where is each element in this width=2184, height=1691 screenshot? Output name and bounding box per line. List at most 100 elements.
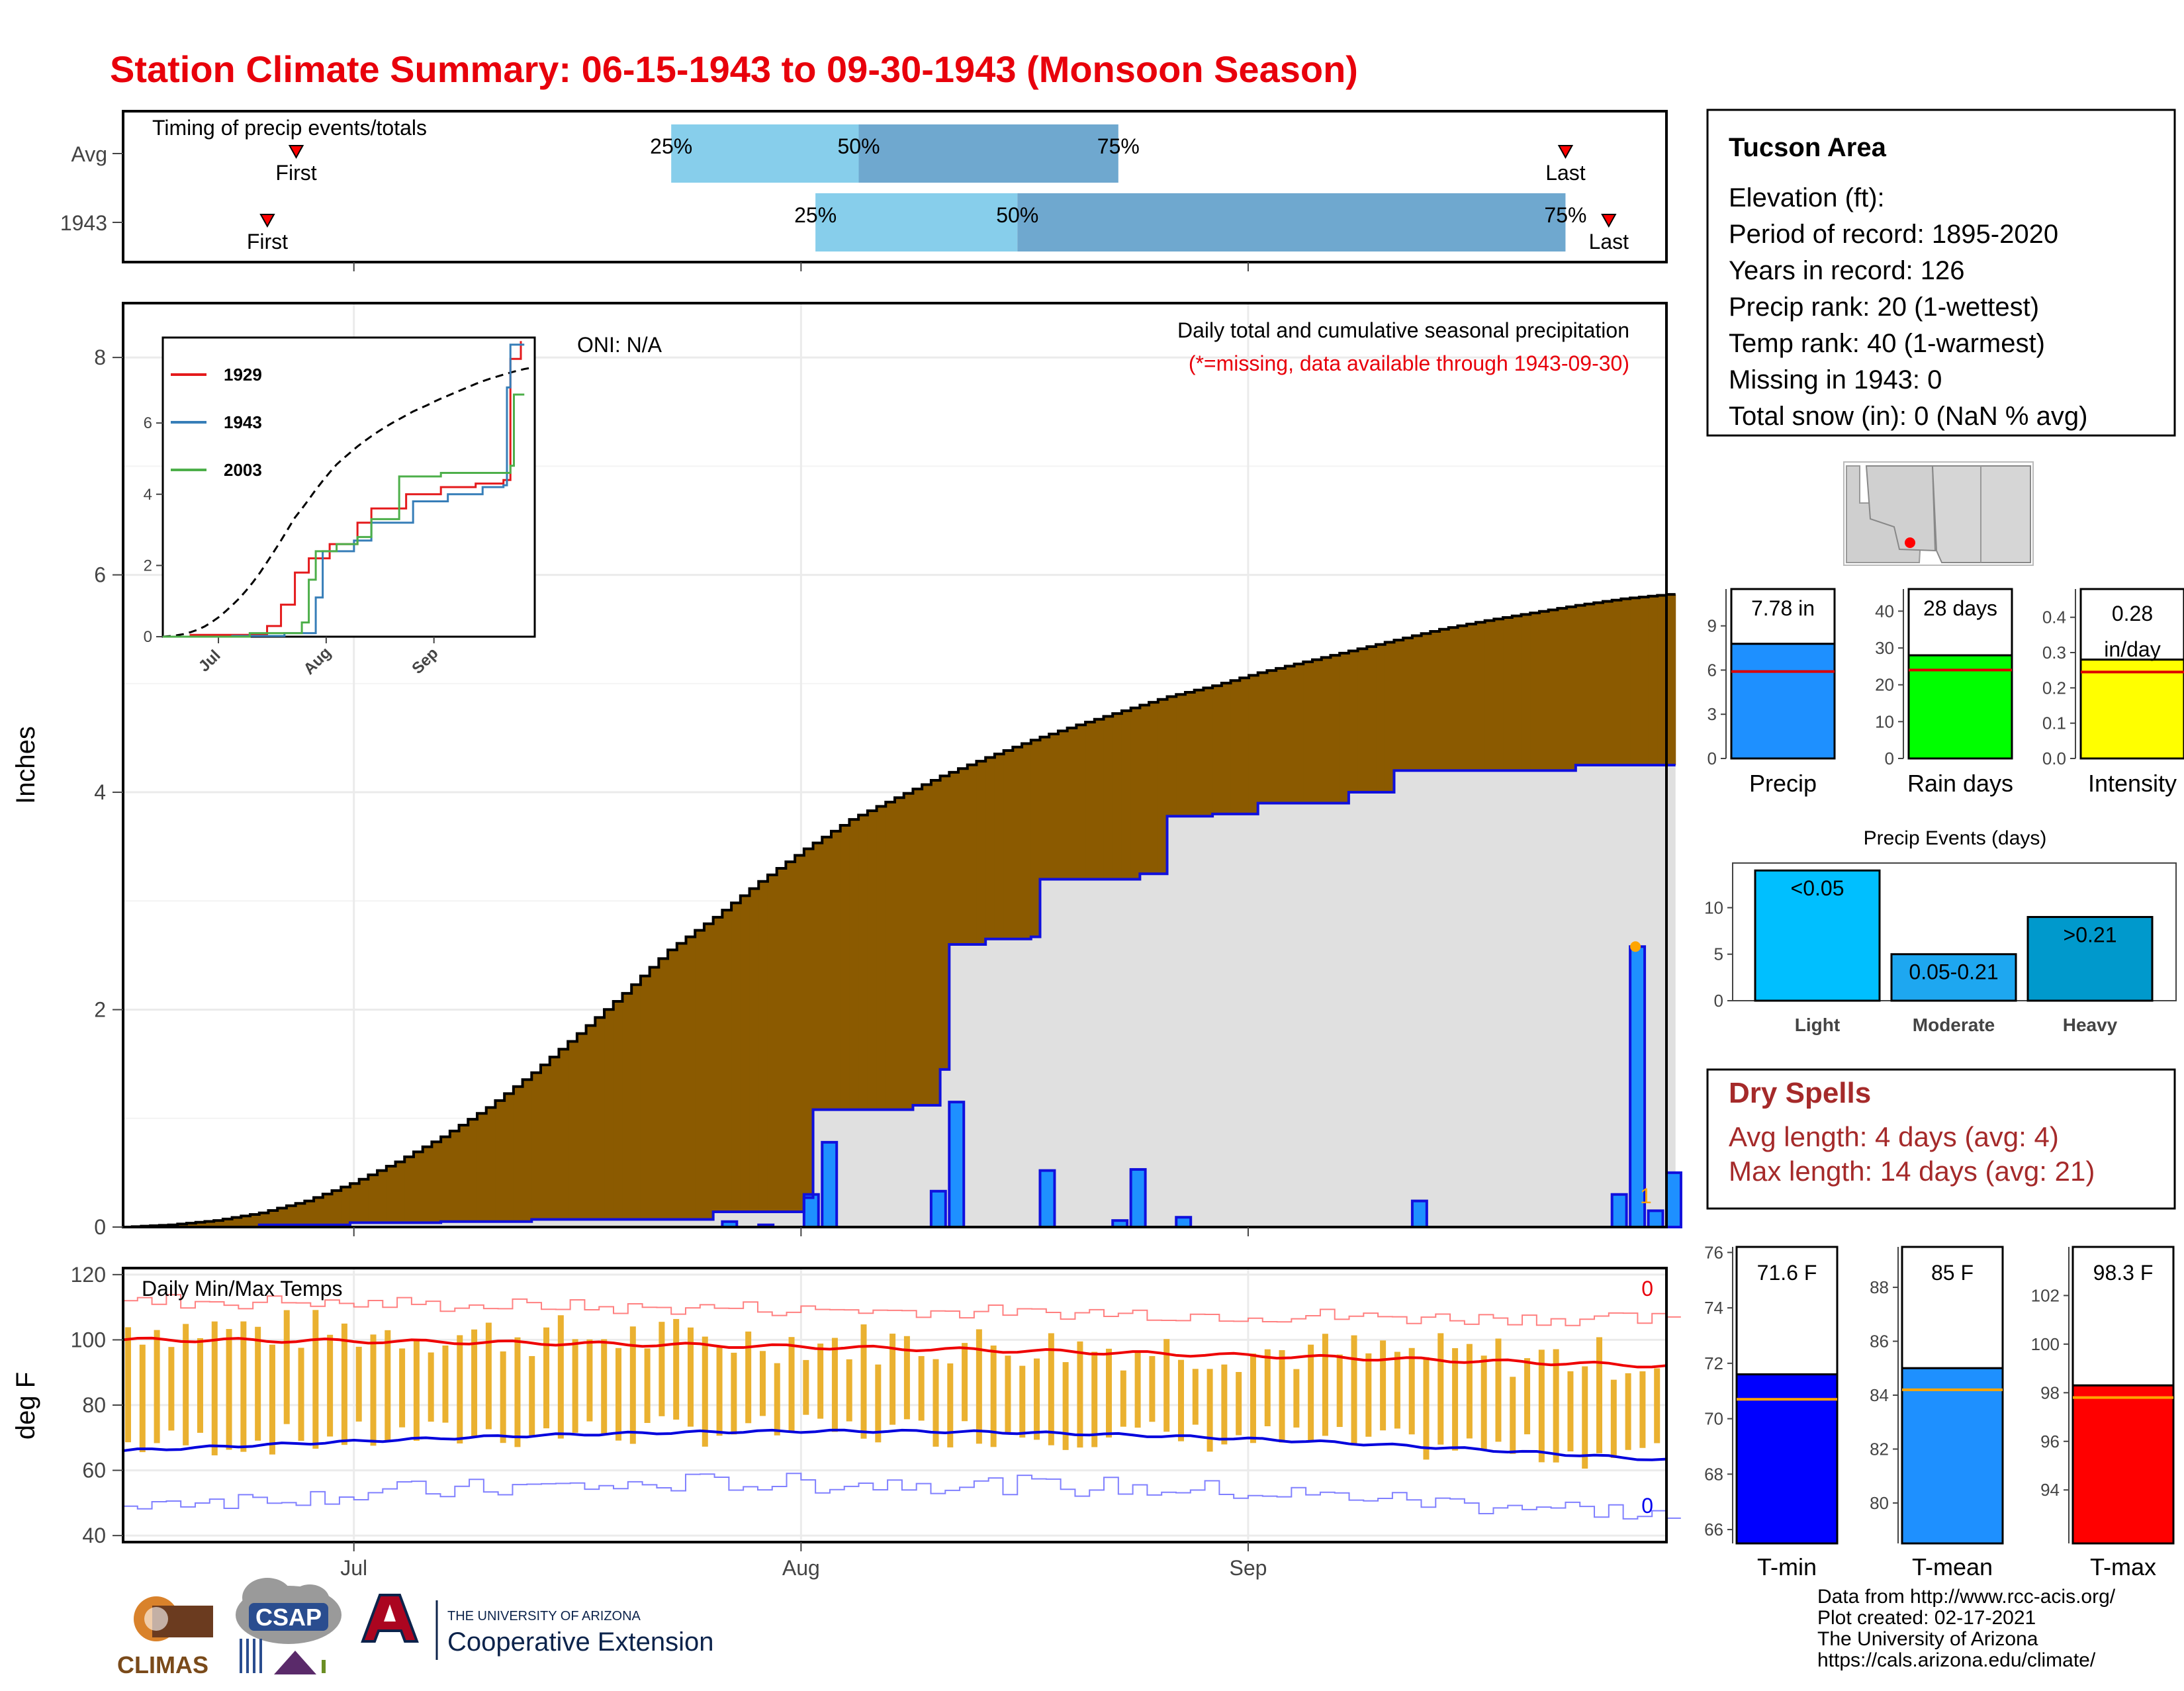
daily-temp-bar (226, 1329, 232, 1450)
dry-spells-box: Dry Spells Avg length: 4 days (avg: 4) M… (1706, 1068, 2176, 1210)
daily-temp-bar (1264, 1349, 1271, 1426)
temperature-summary-bars: 66 68 70 72 74 76 71.6 F T-min 80 82 84 86 88 85 F T-m… (1704, 1242, 2175, 1580)
deficit-segment (731, 903, 741, 1212)
daily-precip-bar (802, 1193, 820, 1228)
temps-x-tick-label: Sep (1229, 1556, 1267, 1580)
inset-y-tick-label: 2 (144, 557, 152, 574)
deficit-segment (749, 888, 759, 1212)
daily-temp-bar (1120, 1370, 1126, 1427)
daily-temp-bar (1019, 1365, 1026, 1438)
daily-temp-bar (745, 1331, 752, 1424)
inset-avg-line (162, 367, 531, 638)
deficit-segment (1321, 657, 1331, 803)
daily-precip-bar (1129, 1167, 1147, 1229)
deficit-segment (813, 843, 823, 1110)
daily-temp-bar (1480, 1355, 1487, 1451)
deficit-segment (840, 825, 850, 1110)
deficit-segment (1376, 644, 1386, 793)
tbar-tick-label: 80 (1870, 1493, 1889, 1513)
info-line: Temp rank: 40 (1-warmest) (1729, 329, 2045, 358)
deficit-segment (876, 806, 886, 1110)
daily-temp-bar (918, 1355, 925, 1421)
daily-temp-bar (1062, 1362, 1069, 1450)
daily-temp-bar (1408, 1348, 1415, 1435)
inset-legend-label: 1943 (224, 412, 262, 432)
tbar-tick-label: 72 (1704, 1353, 1723, 1373)
deficit-segment (958, 768, 968, 944)
deficit-segment (985, 757, 995, 939)
timing-row-avg-label: Avg (71, 142, 107, 166)
deficit-segment (949, 772, 959, 944)
daily-temp-bar (471, 1329, 478, 1438)
deficit-segment (713, 917, 723, 1212)
daily-temp-bar (817, 1344, 824, 1419)
daily-temp-bar (298, 1348, 304, 1441)
deficit-segment (1176, 694, 1186, 817)
event-category-label: Moderate (1913, 1015, 1995, 1035)
missing-note: (*=missing, data available through 1943-… (1189, 351, 1629, 375)
daily-precip-bar (1647, 1209, 1664, 1229)
deficit-segment (1530, 613, 1540, 771)
daily-temp-bar (1308, 1344, 1314, 1441)
daily-temp-bar (1005, 1355, 1011, 1434)
daily-temp-bar (1538, 1349, 1545, 1463)
event-bar-heavy (2026, 916, 2154, 1002)
deficit-segment (886, 801, 895, 1110)
precip-y-tick-label: 0 (94, 1215, 106, 1239)
deficit-segment (1103, 716, 1113, 880)
deficit-segment (640, 976, 651, 1220)
deficit-segment (1648, 596, 1658, 765)
daily-temp-bar (731, 1352, 737, 1435)
daily-precip-bar (929, 1189, 947, 1229)
tbar-category-label: T-mean (1912, 1553, 1993, 1580)
deficit-segment (187, 1223, 197, 1227)
timing-first-label: First (275, 161, 316, 185)
deficit-segment (1294, 664, 1304, 803)
deficit-segment (722, 910, 732, 1212)
daily-temp-bar (990, 1346, 997, 1447)
daily-temp-bar (1221, 1364, 1228, 1445)
daily-temp-bar (774, 1363, 780, 1436)
daily-temp-bar (1510, 1377, 1516, 1454)
deficit-segment (649, 967, 659, 1220)
climas-text: CLIMAS (117, 1651, 208, 1678)
daily-temp-bar (962, 1343, 968, 1422)
info-box: Tucson Area Elevation (ft): Period of rec… (1706, 109, 2176, 437)
deficit-segment (1158, 699, 1168, 874)
daily-temp-bar (1293, 1369, 1300, 1428)
deficit-segment (541, 1064, 551, 1220)
deficit-segment (268, 1211, 278, 1225)
daily-temp-bar (355, 1346, 362, 1422)
cumulative-1943-line (123, 764, 1676, 1228)
timing-first-marker (259, 214, 275, 228)
daily-temp-bar (846, 1359, 852, 1422)
deficit-segment (1503, 617, 1513, 771)
csap-text: CSAP (255, 1604, 322, 1631)
daily-temp-bar (1380, 1340, 1387, 1431)
precip-ylabel: Inches (11, 726, 40, 804)
locator-map (1843, 461, 2034, 566)
deficit-segment (1439, 629, 1449, 771)
daily-temp-bar (759, 1351, 766, 1416)
temps-y-tick-label: 120 (71, 1263, 106, 1287)
timing-p50-label: 50% (837, 134, 880, 158)
daily-temp-bar (803, 1359, 809, 1415)
timing-bar-50-75 (858, 124, 1118, 183)
inset-y-tick-label: 6 (144, 414, 152, 432)
daily-temp-bar (1654, 1368, 1661, 1443)
deficit-segment (1630, 598, 1640, 765)
deficit-segment (459, 1124, 469, 1222)
deficit-segment (1185, 692, 1195, 817)
deficit-segment (295, 1203, 305, 1225)
mini-value-label: 28 days (1923, 596, 1997, 620)
deficit-segment (1367, 646, 1377, 793)
daily-temp-bar (1134, 1350, 1141, 1428)
deficit-segment (867, 810, 878, 1110)
daily-temp-bar (283, 1310, 290, 1424)
precip-subtitle: Daily total and cumulative seasonal prec… (1177, 318, 1629, 342)
deficit-segment (758, 881, 768, 1212)
tbar-tick-label: 84 (1870, 1385, 1889, 1405)
deficit-segment (1430, 631, 1440, 771)
deficit-segment (786, 862, 796, 1212)
deficit-segment (214, 1220, 224, 1227)
